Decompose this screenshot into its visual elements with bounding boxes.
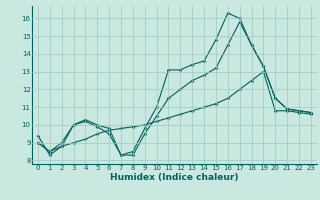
X-axis label: Humidex (Indice chaleur): Humidex (Indice chaleur) bbox=[110, 173, 239, 182]
